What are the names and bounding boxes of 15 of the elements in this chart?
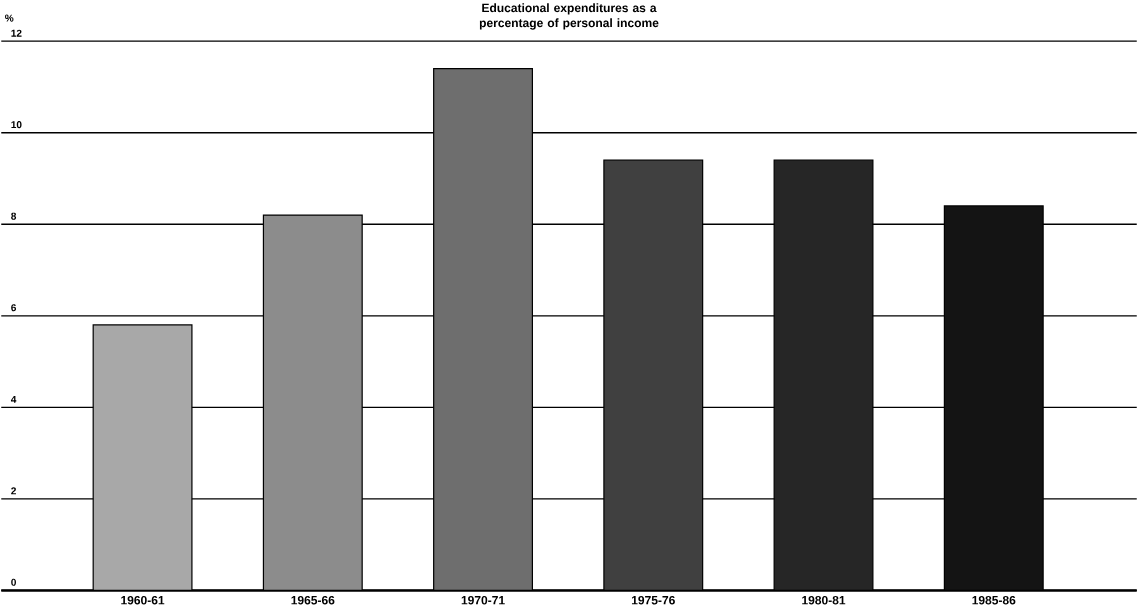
x-tick-label: 1975-76	[631, 596, 675, 605]
chart-title: Educational expenditures as a percentage of personal income	[479, 3, 659, 30]
x-tick-label: 1980-81	[802, 596, 846, 605]
x-tick-label: 1970-71	[461, 596, 505, 605]
x-tick-label: 1985-86	[972, 596, 1016, 605]
y-tick-label: 8	[11, 212, 17, 220]
y-tick-label: 6	[11, 304, 17, 312]
x-tick-label: 1965-66	[291, 596, 335, 605]
y-axis-title: %	[5, 14, 14, 22]
y-tick-label: 10	[11, 121, 22, 129]
y-tick-label: 4	[10, 395, 17, 403]
y-tick-label: 12	[11, 29, 22, 37]
y-tick-label: 2	[11, 487, 16, 495]
y-tick-label: 0	[11, 578, 16, 586]
x-tick-label: 1960-61	[121, 596, 165, 605]
